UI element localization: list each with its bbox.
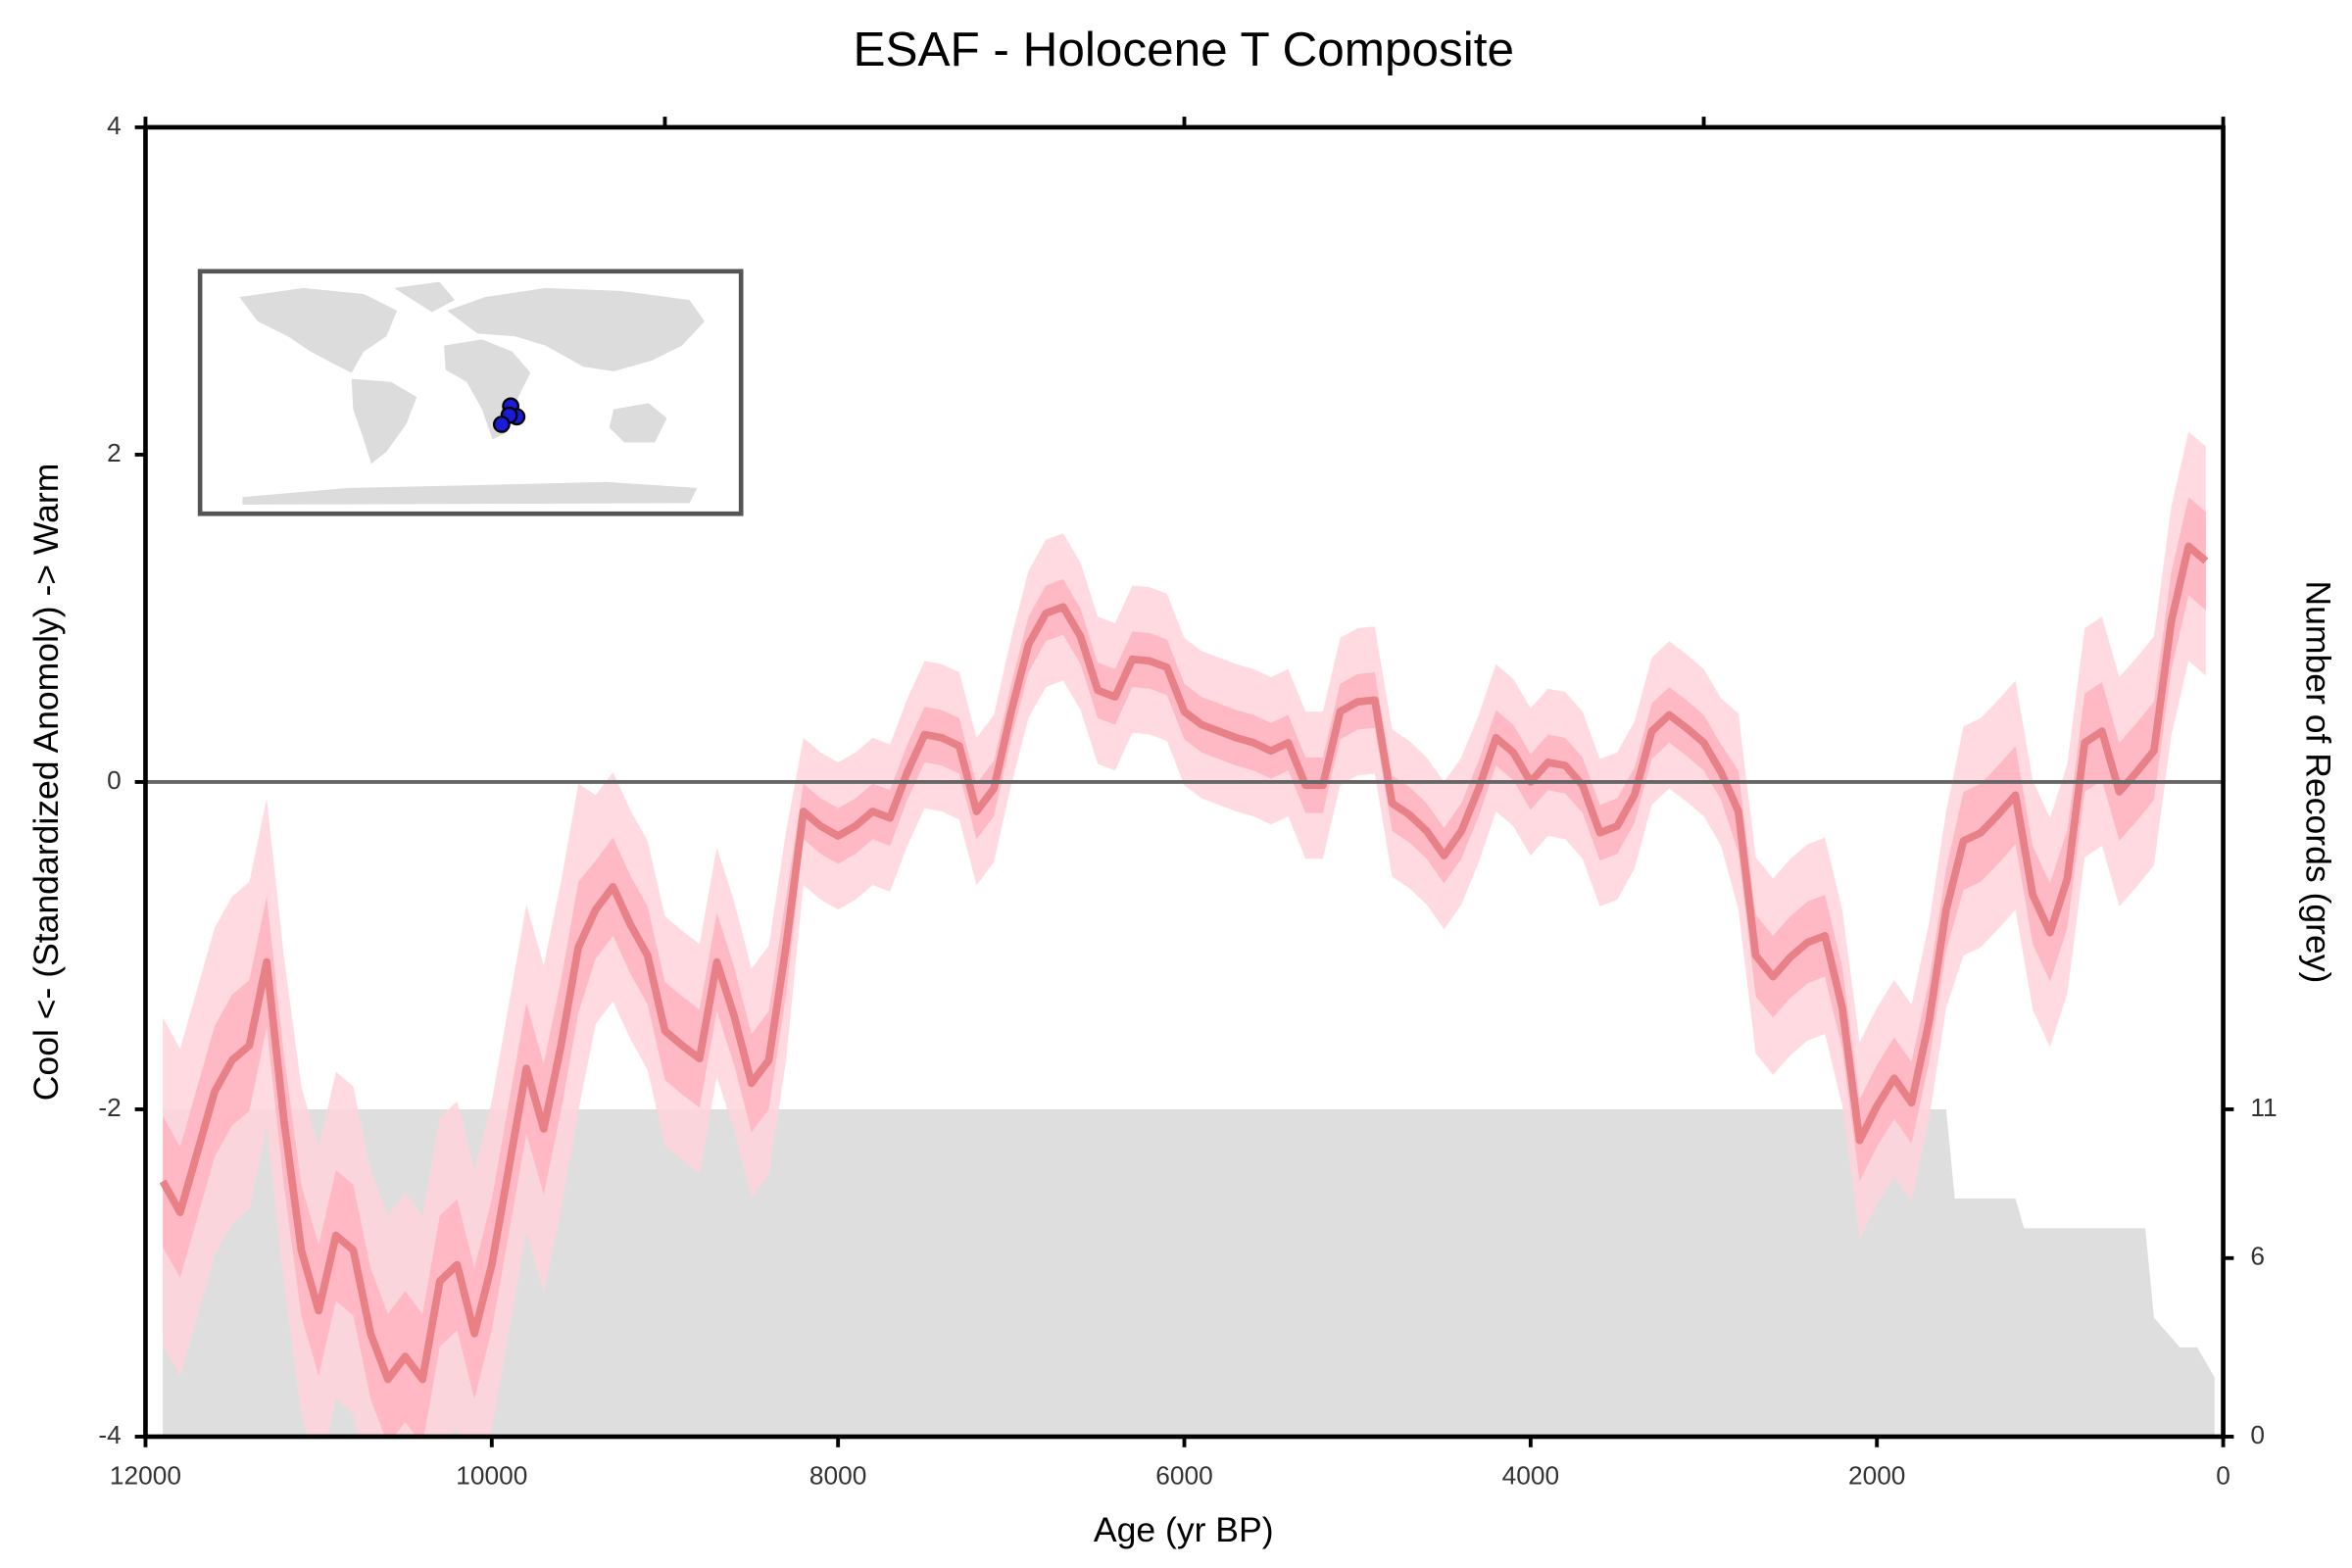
y2-tick-label: 11 — [2250, 1093, 2277, 1122]
sites — [492, 397, 526, 433]
x-tick-label: 8000 — [809, 1461, 866, 1491]
x-axis-label: Age (yr BP) — [1094, 1510, 1274, 1549]
y-tick-label: -4 — [98, 1420, 121, 1449]
greenland — [394, 281, 455, 313]
antarctica — [242, 481, 698, 505]
north-america — [239, 287, 398, 373]
x-tick-label: 0 — [2216, 1461, 2230, 1491]
x-tick-label: 2000 — [1848, 1461, 1905, 1491]
chart-title: ESAF - Holocene T Composite — [853, 23, 1514, 76]
y-tick-label: 2 — [107, 438, 122, 467]
x-tick-label: 6000 — [1155, 1461, 1212, 1491]
y2-tick-label: 0 — [2250, 1420, 2265, 1449]
x-tick-label: 4000 — [1502, 1461, 1559, 1491]
y2-tick-label: 6 — [2250, 1242, 2265, 1271]
x-tick-label: 12000 — [110, 1461, 181, 1491]
plot-area — [145, 431, 2224, 1437]
map-inset — [197, 269, 744, 516]
uncertainty-band-outer — [163, 431, 2206, 1437]
composite-line — [159, 542, 2209, 1384]
y-tick-label: 4 — [107, 111, 122, 140]
y-axis-label: Cool <- (Standardized Anomoly) -> Warm — [26, 464, 66, 1102]
south-america — [351, 378, 417, 465]
y-tick-label: -2 — [98, 1093, 121, 1122]
y-tick-label: 0 — [107, 765, 122, 795]
x-tick-label: 10000 — [456, 1461, 527, 1491]
records-area — [163, 1108, 2215, 1437]
y2-axis-label: Number of Records (grey) — [2298, 580, 2337, 983]
site — [492, 416, 511, 433]
eurasia — [447, 287, 706, 371]
australia — [609, 403, 667, 443]
